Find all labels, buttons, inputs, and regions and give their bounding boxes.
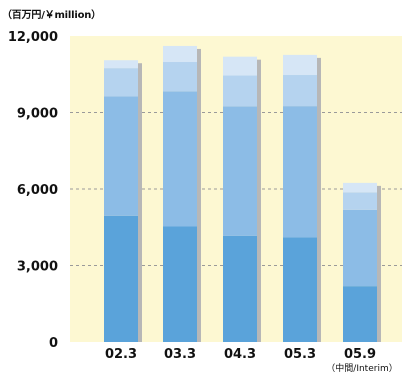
x-tick-label: 02.3 (105, 347, 137, 362)
bar-segment-05.3-3 (283, 75, 317, 107)
y-tick-label: 3,000 (17, 260, 58, 275)
bar-segment-03.3-2 (163, 91, 197, 227)
y-tick-label: 9,000 (17, 107, 58, 122)
bar-shadow (317, 57, 321, 343)
bar-segment-02.3-1 (104, 215, 138, 342)
bar-segment-05.9-2 (343, 209, 377, 287)
bar-segment-04.3-2 (223, 106, 257, 236)
bar-segment-03.3-1 (163, 226, 197, 342)
bar-segment-05.9-1 (343, 286, 377, 342)
bar-shadow (197, 48, 201, 342)
bar-segment-02.3-2 (104, 96, 138, 216)
bar-segment-02.3-4 (104, 60, 138, 69)
unit-label: （百万円/￥million） (2, 10, 101, 21)
bar-shadow (138, 63, 142, 342)
x-tick-label: 04.3 (224, 347, 256, 362)
bar-segment-04.3-4 (223, 56, 257, 76)
y-tick-label: 0 (49, 336, 58, 351)
bar-segment-02.3-3 (104, 68, 138, 97)
bar-segment-04.3-1 (223, 235, 257, 342)
x-tick-sublabel: （中間/Interim） (326, 362, 397, 373)
x-tick-label: 05.3 (284, 347, 316, 362)
bar-segment-05.3-4 (283, 54, 317, 76)
bar-segment-04.3-3 (223, 75, 257, 107)
bar-segment-03.3-4 (163, 45, 197, 63)
bar-segment-05.9-3 (343, 192, 377, 210)
bar-segment-03.3-3 (163, 62, 197, 92)
bar-segment-05.3-1 (283, 237, 317, 342)
y-tick-label: 12,000 (8, 30, 58, 45)
bar-shadow (257, 59, 261, 342)
x-tick-label: 03.3 (164, 347, 196, 362)
bar-shadow (377, 185, 381, 342)
y-tick-label: 6,000 (17, 183, 58, 198)
bar-segment-05.9-4 (343, 182, 377, 193)
bar-segment-05.3-2 (283, 106, 317, 238)
x-tick-label: 05.9 (344, 347, 376, 362)
